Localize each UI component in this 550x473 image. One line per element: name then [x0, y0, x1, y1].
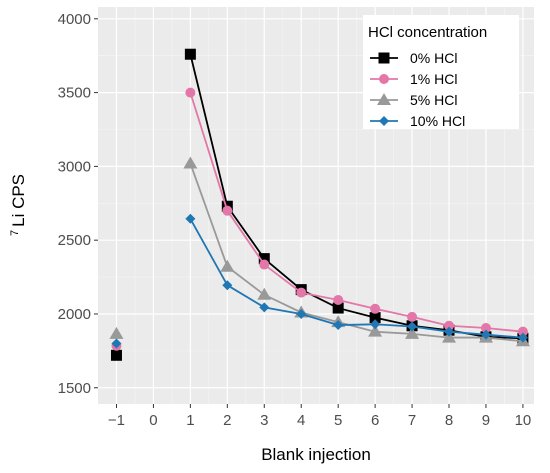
legend-key-marker	[377, 93, 391, 105]
data-point	[444, 326, 455, 337]
data-point-isolated	[110, 349, 122, 361]
data-point	[258, 253, 270, 265]
x-axis-title: Blank injection	[261, 445, 371, 464]
data-point	[369, 312, 381, 324]
data-point	[183, 156, 198, 169]
data-point	[370, 303, 381, 314]
legend-label: 5% HCl	[410, 92, 457, 108]
x-tick-label: 1	[186, 412, 194, 429]
x-tick-label: 3	[260, 412, 268, 429]
data-point-isolated	[109, 326, 124, 339]
x-tick-label: 6	[371, 412, 379, 429]
y-tick-label: 2000	[58, 306, 91, 323]
y-axis-title-text: Li CPS	[9, 174, 28, 227]
series-line	[189, 218, 523, 339]
data-point	[259, 259, 270, 270]
x-tick-label: 2	[223, 412, 231, 429]
data-point	[333, 320, 344, 331]
y-tick-label: 3500	[58, 85, 91, 102]
x-tick-label: 7	[408, 412, 416, 429]
y-tick-label: 4000	[58, 11, 91, 28]
x-tick-label: 0	[149, 412, 157, 429]
series-line	[189, 163, 524, 343]
data-point	[259, 302, 270, 313]
data-point	[296, 308, 307, 319]
data-point	[222, 280, 233, 291]
data-point	[405, 326, 420, 339]
legend-key-marker	[378, 52, 390, 64]
data-point	[332, 302, 344, 314]
legend-label: 0% HCl	[410, 50, 457, 66]
legend-title: HCl concentration	[368, 24, 487, 41]
data-point	[444, 320, 455, 331]
data-point	[333, 294, 344, 305]
legend-label: 1% HCl	[410, 71, 457, 87]
series-10pct-hcl	[111, 213, 528, 349]
legend: HCl concentration 0% HCl 1% HCl 5% HCl 10% …	[363, 15, 519, 129]
y-axis-title-superscript: 7	[9, 230, 21, 236]
x-tick-label: 4	[297, 412, 305, 429]
y-tick-label: 2500	[58, 232, 91, 249]
data-point	[407, 321, 418, 332]
data-point	[517, 326, 528, 337]
data-point	[257, 287, 272, 300]
data-point	[368, 324, 383, 337]
data-point	[480, 329, 491, 340]
y-tick-label: 1500	[58, 380, 91, 397]
data-point	[220, 259, 235, 272]
data-point	[222, 205, 233, 216]
x-tick-label: −1	[108, 412, 125, 429]
series-line	[189, 92, 524, 333]
x-tick-label: 5	[334, 412, 342, 429]
x-tick-label: 9	[482, 412, 490, 429]
x-tick-label: 10	[515, 412, 532, 429]
legend-key-marker	[379, 74, 389, 84]
legend-background	[363, 15, 519, 129]
y-axis-title: 7 Li CPS	[9, 174, 28, 236]
y-tick-label: 3000	[58, 158, 91, 175]
legend-item: 0% HCl	[370, 50, 457, 66]
legend-item: 5% HCl	[370, 92, 457, 108]
data-point	[407, 311, 418, 322]
series-layer	[109, 48, 530, 361]
legend-item: 10% HCl	[370, 113, 465, 129]
x-tick-label: 8	[445, 412, 453, 429]
data-point	[480, 322, 491, 333]
legend-label: 10% HCl	[410, 113, 465, 129]
legend-key-marker	[379, 116, 389, 126]
data-point	[296, 287, 307, 298]
data-point	[184, 48, 196, 60]
axes: 1500 2000 2500 3000 3500 4000 −1 0 1 2 3 4 5 6 7 8 9 10	[58, 11, 532, 429]
data-point	[185, 87, 196, 98]
data-point	[370, 319, 381, 330]
grid	[98, 7, 534, 404]
legend-item: 1% HCl	[370, 71, 457, 87]
data-point-isolated	[111, 338, 122, 349]
data-point	[517, 332, 528, 343]
data-point	[185, 213, 196, 224]
legend-items: 0% HCl 1% HCl 5% HCl 10% HCl	[370, 50, 465, 129]
